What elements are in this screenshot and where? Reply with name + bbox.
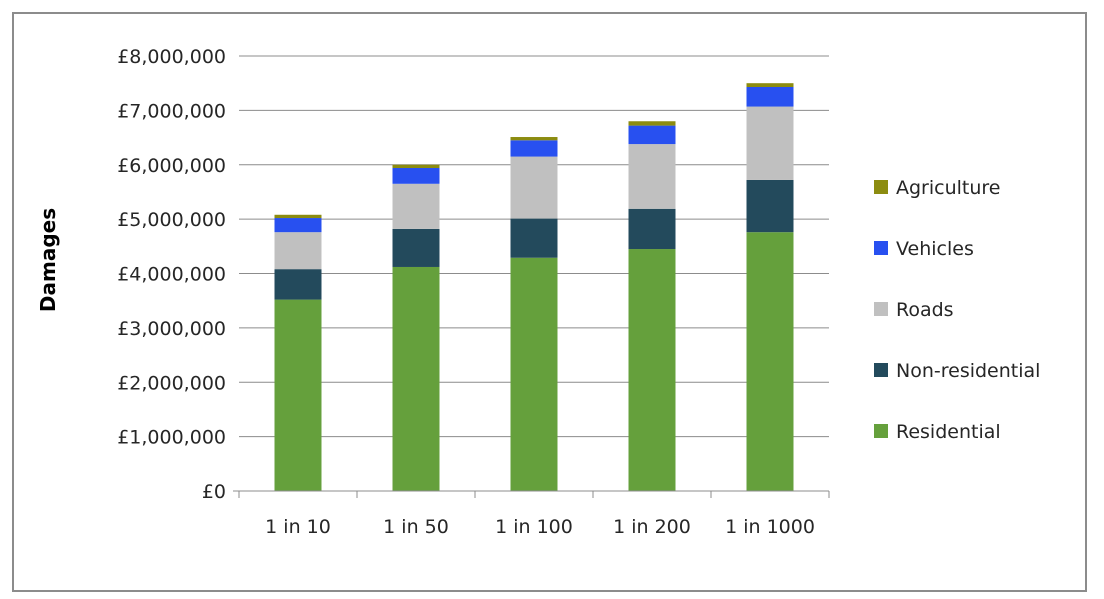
legend-label: Roads xyxy=(896,299,954,321)
bar-segment-agriculture xyxy=(274,214,322,219)
bar-segment-non-residential xyxy=(628,208,676,250)
y-tick-label: £1,000,000 xyxy=(117,427,226,449)
bar-segment-residential xyxy=(746,232,794,492)
legend-swatch xyxy=(874,424,888,438)
bars xyxy=(274,83,794,492)
y-axis-tick-labels: £0 £1,000,000 £2,000,000 £3,000,000 £4,000,0… xyxy=(117,46,226,503)
legend-label: Residential xyxy=(896,421,1001,443)
bar-segment-residential xyxy=(392,266,440,491)
bar-segment-agriculture xyxy=(628,121,676,126)
y-tick-label: £3,000,000 xyxy=(117,318,226,340)
y-tick-label: £8,000,000 xyxy=(117,46,226,68)
bar-segment-residential xyxy=(274,299,322,491)
bar-segment-residential xyxy=(510,257,558,491)
bar-segment-non-residential xyxy=(274,269,322,300)
bar-segment-roads xyxy=(274,232,322,270)
x-tick-label: 1 in 200 xyxy=(613,516,691,538)
x-tick-label: 1 in 1000 xyxy=(725,516,815,538)
bar-segment-vehicles xyxy=(392,168,440,184)
bar-segment-roads xyxy=(746,106,794,180)
legend-label: Agriculture xyxy=(896,177,1001,199)
y-tick-label: £0 xyxy=(202,481,226,503)
x-tick-label: 1 in 100 xyxy=(495,516,573,538)
y-tick-label: £2,000,000 xyxy=(117,372,226,394)
y-axis-title: Damages xyxy=(36,208,60,312)
bar-segment-roads xyxy=(392,183,440,229)
bar-segment-vehicles xyxy=(746,86,794,107)
bar-segment-roads xyxy=(510,156,558,219)
bar-segment-vehicles xyxy=(510,140,558,157)
legend-label: Non-residential xyxy=(896,360,1040,382)
legend: Agriculture Vehicles Roads Non-residential R… xyxy=(874,177,1040,443)
x-axis xyxy=(233,490,830,498)
legend-swatch xyxy=(874,180,888,194)
bar-segment-roads xyxy=(628,144,676,209)
y-tick-label: £5,000,000 xyxy=(117,209,226,231)
y-tick-label: £6,000,000 xyxy=(117,155,226,177)
bar-segment-non-residential xyxy=(392,228,440,267)
x-tick-label: 1 in 50 xyxy=(383,516,449,538)
legend-label: Vehicles xyxy=(896,238,974,260)
bar-segment-residential xyxy=(628,249,676,491)
bar-segment-agriculture xyxy=(510,137,558,141)
bar-segment-vehicles xyxy=(628,125,676,145)
y-tick-label: £4,000,000 xyxy=(117,264,226,286)
bar-segment-non-residential xyxy=(746,179,794,233)
bar-segment-vehicles xyxy=(274,218,322,233)
x-axis-tick-labels: 1 in 10 1 in 50 1 in 100 1 in 200 1 in 1000 xyxy=(265,516,815,538)
y-tick-label: £7,000,000 xyxy=(117,100,226,122)
bar-segment-agriculture xyxy=(746,83,794,87)
bar-segment-non-residential xyxy=(510,218,558,258)
bar-segment-agriculture xyxy=(392,164,440,169)
legend-swatch xyxy=(874,241,888,255)
legend-swatch xyxy=(874,302,888,316)
legend-swatch xyxy=(874,363,888,377)
x-tick-label: 1 in 10 xyxy=(265,516,331,538)
